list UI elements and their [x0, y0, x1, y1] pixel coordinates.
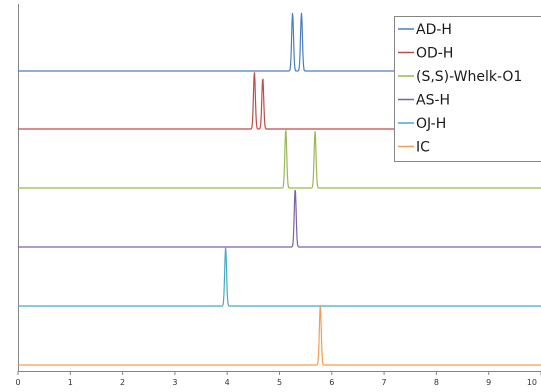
- x-tick-label: 8: [434, 378, 439, 387]
- x-tick-label: 10: [527, 378, 537, 387]
- series-line-as-h: [18, 189, 541, 248]
- x-tick-label: 6: [329, 378, 334, 387]
- series-layer: [18, 12, 541, 366]
- series-line-ic: [18, 306, 541, 366]
- x-tick-label: 7: [382, 378, 387, 387]
- x-ticks: 0 1 2 3 4 5 6 7 8 9 10: [15, 371, 541, 387]
- x-tick-label: 9: [486, 378, 491, 387]
- x-tick-label: 5: [277, 378, 282, 387]
- legend-label-od-h: OD-H: [416, 46, 453, 62]
- series-line-s-s-whelk-o1: [18, 128, 541, 189]
- x-tick-label: 4: [225, 378, 230, 387]
- legend-label-as-h: AS-H: [416, 93, 450, 109]
- legend-label-oj-h: OJ-H: [416, 116, 446, 132]
- legend-label-s-s-whelk-o1: (S,S)-Whelk-O1: [416, 69, 522, 85]
- x-tick-label: 1: [68, 378, 73, 387]
- x-tick-label: 2: [120, 378, 125, 387]
- x-tick-label: 3: [172, 378, 177, 387]
- legend-box: [394, 16, 541, 162]
- legend-label-ic: IC: [416, 140, 430, 156]
- legend: AD-H OD-H (S,S)-Whelk-O1 AS-H OJ-H IC: [394, 16, 541, 162]
- x-tick-label: 0: [15, 378, 20, 387]
- series-line-oj-h: [18, 247, 541, 307]
- legend-label-ad-h: AD-H: [416, 22, 452, 38]
